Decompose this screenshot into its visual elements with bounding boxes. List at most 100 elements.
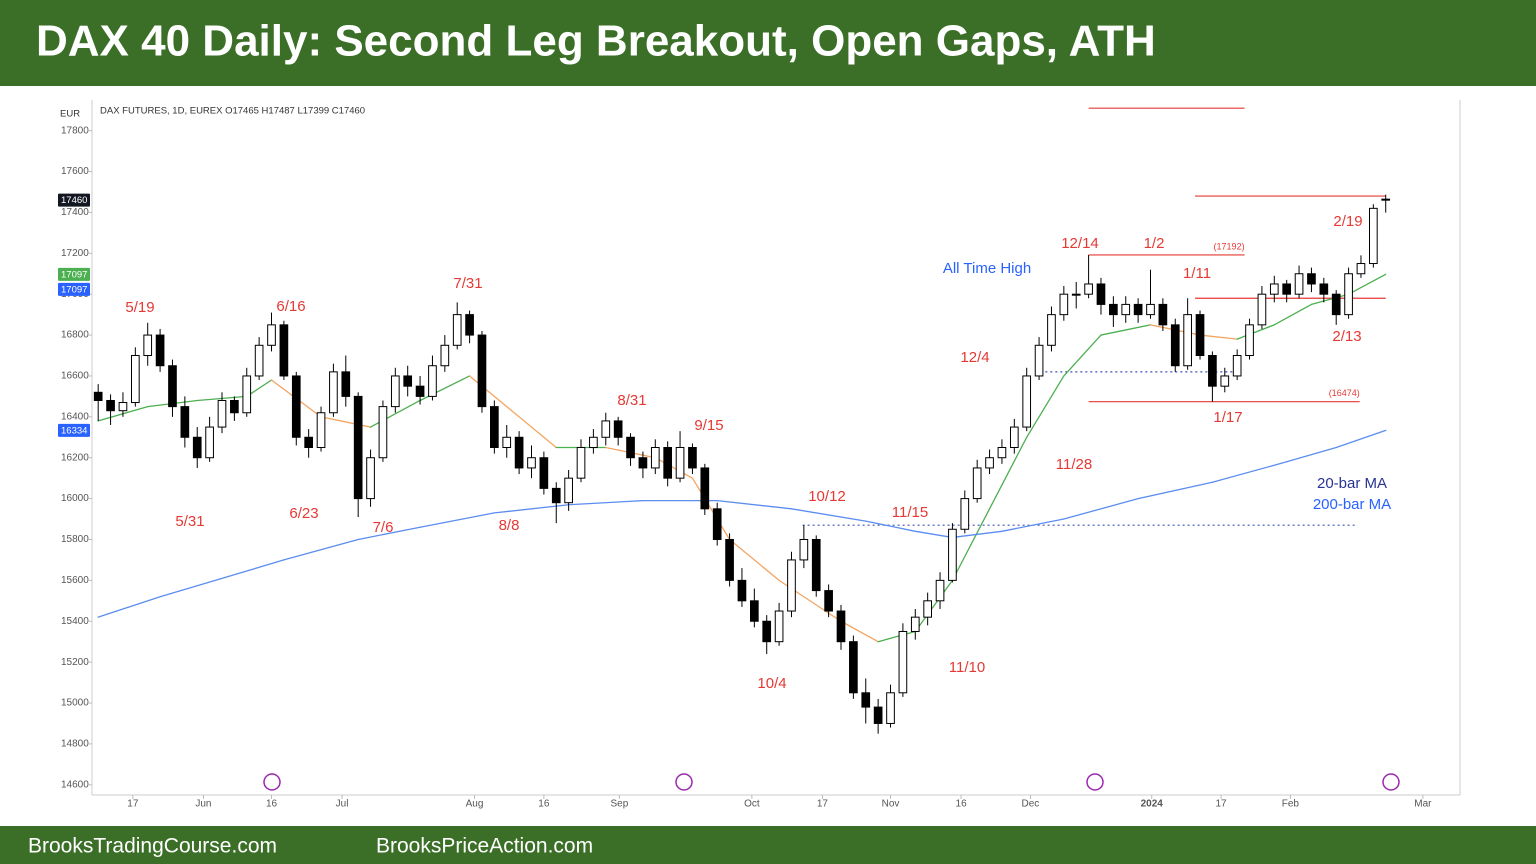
- candle-body: [1381, 198, 1391, 201]
- candle: [93, 384, 103, 421]
- candle-body: [130, 355, 140, 404]
- candle: [564, 469, 573, 511]
- event-icon[interactable]: [263, 773, 281, 791]
- candle: [415, 375, 425, 405]
- candle-body: [1208, 355, 1217, 387]
- candle: [1245, 318, 1254, 360]
- price-badge-label: 17460: [61, 195, 87, 206]
- candle: [923, 592, 932, 626]
- candle-body: [366, 457, 375, 500]
- y-tick-label: 14800: [61, 739, 89, 750]
- moving-average: [567, 499, 644, 506]
- candle-body: [960, 498, 970, 530]
- candle-body: [1034, 344, 1044, 377]
- moving-average: [1310, 293, 1350, 306]
- candle: [1034, 337, 1044, 381]
- candle-body: [143, 334, 153, 357]
- candle: [1369, 204, 1378, 268]
- annotation: 2/19: [1333, 213, 1362, 230]
- candle-body: [230, 399, 239, 414]
- candle: [118, 392, 128, 417]
- candle-body: [1096, 283, 1106, 305]
- candle: [539, 451, 549, 495]
- candle-body: [576, 447, 586, 479]
- candle-body: [1344, 273, 1353, 316]
- candle: [613, 416, 623, 446]
- candle-body: [638, 457, 648, 469]
- y-tick-label: 16000: [61, 493, 89, 504]
- candle: [366, 449, 375, 507]
- x-tick-label: Nov: [882, 799, 900, 810]
- event-icon[interactable]: [1382, 773, 1400, 791]
- candle: [341, 355, 351, 407]
- footer-link[interactable]: BrooksTradingCourse.com: [28, 835, 277, 858]
- annotation: 7/31: [453, 275, 482, 292]
- candle-body: [948, 528, 957, 581]
- candle-body: [935, 579, 945, 602]
- moving-average: [320, 416, 372, 428]
- candle: [910, 608, 920, 640]
- candle: [428, 355, 437, 401]
- candle: [514, 431, 524, 475]
- candle: [787, 551, 796, 618]
- candle: [1071, 281, 1081, 309]
- moving-average: [790, 508, 867, 522]
- candle: [725, 533, 734, 587]
- candle: [898, 623, 908, 697]
- candle: [180, 396, 190, 448]
- candle-body: [811, 538, 821, 592]
- footer-link[interactable]: BrooksPriceAction.com: [376, 835, 593, 858]
- candle-body: [316, 412, 326, 448]
- level-label: (17192): [1214, 241, 1245, 251]
- candle-body: [1220, 375, 1230, 387]
- annotation: 12/14: [1061, 235, 1099, 252]
- candle-body: [155, 334, 165, 367]
- x-tick-label: 17: [817, 799, 829, 810]
- candle: [1294, 265, 1304, 299]
- candle: [1084, 254, 1093, 299]
- candle: [1059, 286, 1069, 321]
- moving-average: [1063, 334, 1102, 377]
- candle-body: [242, 375, 252, 414]
- moving-average: [221, 559, 285, 579]
- candle: [1109, 296, 1118, 327]
- candle-body: [267, 324, 276, 346]
- candle: [972, 459, 982, 503]
- candle-body: [168, 365, 177, 408]
- moving-average: [654, 457, 694, 479]
- candle: [465, 310, 474, 344]
- annotation: 12/4: [960, 349, 989, 366]
- candle-body: [539, 457, 549, 489]
- candle-body: [1269, 283, 1279, 295]
- candle-body: [403, 375, 413, 387]
- candle-body: [254, 344, 264, 377]
- price-badge: [58, 193, 90, 207]
- candle-body: [675, 447, 685, 479]
- event-icon[interactable]: [675, 773, 693, 791]
- moving-average: [716, 499, 793, 510]
- candle: [477, 330, 487, 413]
- candle-body: [737, 579, 747, 602]
- price-badge-label: 17097: [61, 269, 87, 280]
- candle-body: [1232, 355, 1242, 377]
- candle: [168, 359, 177, 417]
- candle: [106, 394, 115, 426]
- x-tick-label: 17: [127, 799, 139, 810]
- candle-body: [886, 692, 895, 724]
- candle-body: [279, 324, 289, 377]
- annotation: 9/15: [694, 417, 723, 434]
- event-icon[interactable]: [1086, 773, 1104, 791]
- y-tick-label: 15000: [61, 698, 89, 709]
- candle-body: [1356, 263, 1366, 275]
- moving-average: [1100, 324, 1152, 336]
- candle-body: [712, 508, 722, 540]
- event-icons: [263, 773, 1400, 791]
- candle: [1158, 298, 1168, 331]
- x-tick-label: Oct: [744, 799, 760, 810]
- candle-body: [787, 559, 796, 612]
- candle-body: [1170, 324, 1180, 367]
- moving-average: [283, 538, 359, 561]
- candle-body: [1146, 303, 1155, 316]
- candle: [935, 572, 945, 609]
- candle: [316, 406, 326, 452]
